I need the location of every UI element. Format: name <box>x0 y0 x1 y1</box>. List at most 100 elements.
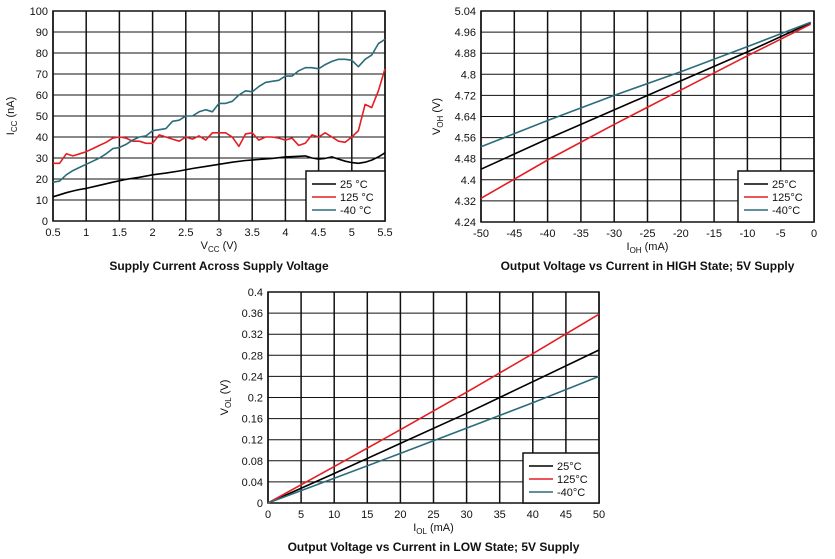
y-tick-label: 4.96 <box>455 27 476 39</box>
y-tick-label: 4.32 <box>455 196 476 208</box>
y-tick-label: 0.12 <box>242 435 263 447</box>
x-tick-label: -35 <box>573 228 589 240</box>
series-line-3 <box>480 21 811 148</box>
y-axis-label-sub: CC <box>10 120 19 132</box>
y-tick-label: 20 <box>36 174 48 186</box>
x-tick-label: -20 <box>673 228 689 240</box>
y-tick-label: 50 <box>36 111 48 123</box>
plot-frame <box>480 10 815 223</box>
x-tick-label: -45 <box>506 228 522 240</box>
y-tick-label: 0 <box>42 216 48 228</box>
y-tick-label: 5.04 <box>455 6 476 18</box>
x-tick-label: -10 <box>739 228 755 240</box>
x-tick-label: 10 <box>328 509 340 521</box>
chart-title: Output Voltage vs Current in LOW State; … <box>288 540 580 554</box>
x-tick-label: 4 <box>282 227 288 239</box>
series-line-1 <box>267 349 600 504</box>
x-tick-label: 0 <box>811 228 817 240</box>
y-axis-label: ICC (nA) <box>5 97 19 135</box>
x-axis-label-main: I <box>627 241 630 253</box>
y-axis-label-unit: (nA) <box>5 97 17 121</box>
legend-label: 25°C <box>772 179 797 191</box>
y-tick-label: 80 <box>36 48 48 60</box>
x-tick-label: 5 <box>349 227 355 239</box>
legend-label: 125°C <box>772 192 803 204</box>
x-tick-label: 2 <box>150 227 156 239</box>
x-tick-label: -25 <box>640 228 656 240</box>
x-tick-label: 1.5 <box>112 227 127 239</box>
chart-2: -50 -45 -40 -35 -30 -25 -20 -15 -10 -5 04.244.324.… <box>431 6 817 273</box>
x-tick-label: 5 <box>298 509 304 521</box>
y-tick-label: 0 <box>257 498 263 510</box>
x-axis-label-unit: (mA) <box>427 522 454 534</box>
legend-box <box>522 452 600 504</box>
plot-frame <box>52 10 386 222</box>
y-axis-label-main: I <box>5 132 17 135</box>
x-axis-label-sub: OH <box>630 246 642 255</box>
x-tick-label: 3 <box>216 227 222 239</box>
x-axis-label-unit: (V) <box>220 240 238 252</box>
y-axis-label-unit: (V) <box>431 98 443 116</box>
x-tick-label: 3.5 <box>245 227 260 239</box>
legend-label: 125°C <box>557 474 588 486</box>
chart-3: 0 5 10 15 20 25 30 35 40 45 50 0 0.04 0.08 0.12 0.16 0.2… <box>219 287 605 554</box>
y-tick-label: 4.4 <box>461 175 476 187</box>
y-tick-label: 0.16 <box>242 414 263 426</box>
x-tick-label: 2.5 <box>178 227 193 239</box>
series-line-2 <box>53 68 386 165</box>
y-axis-label-main: V <box>431 127 443 135</box>
y-axis-label-main: V <box>219 407 231 415</box>
x-tick-label: 0.5 <box>45 227 60 239</box>
x-tick-label: 50 <box>593 509 605 521</box>
x-tick-label: -40 <box>540 228 556 240</box>
x-tick-label: 40 <box>527 509 539 521</box>
y-axis-label-sub: OL <box>224 397 233 408</box>
chart-title: Supply Current Across Supply Voltage <box>109 259 329 273</box>
y-tick-label: 4.8 <box>461 69 476 81</box>
x-axis-label-sub: CC <box>208 245 220 254</box>
chart-1: 0.5 1 1.5 2 2.5 3 3.5 4 4.5 5 5.5 0 10 20 30 40 50 60 70 80… <box>5 6 393 273</box>
y-tick-label: 40 <box>36 132 48 144</box>
y-tick-label: 100 <box>30 6 48 18</box>
legend-label: 25°C <box>557 461 582 473</box>
x-tick-label: 1 <box>83 227 89 239</box>
x-axis-label-main: I <box>413 522 416 534</box>
y-axis-label: VOH (V) <box>431 98 445 135</box>
x-tick-label: 15 <box>361 509 373 521</box>
legend-label: -40°C <box>557 487 585 499</box>
y-tick-label: 4.56 <box>455 133 476 145</box>
series-line-3 <box>267 375 600 504</box>
x-tick-label: 25 <box>427 509 439 521</box>
y-tick-label: 0.36 <box>242 308 263 320</box>
y-tick-label: 4.64 <box>455 112 476 124</box>
series-line-3 <box>52 38 386 183</box>
y-tick-label: 0.04 <box>242 477 263 489</box>
legend-label: 25 °C <box>340 179 368 191</box>
x-axis-label-unit: (mA) <box>642 241 669 253</box>
y-tick-label: 4.48 <box>455 154 476 166</box>
series-line-2 <box>480 23 812 199</box>
legend-box <box>305 170 386 222</box>
y-tick-label: 90 <box>36 27 48 39</box>
series-line-1 <box>480 22 812 170</box>
x-tick-label: 5.5 <box>377 227 392 239</box>
y-axis-label: VOL (V) <box>219 380 233 416</box>
legend-label: -40°C <box>772 205 800 217</box>
y-tick-label: 0.32 <box>242 329 263 341</box>
x-tick-label: -50 <box>473 228 489 240</box>
legend-label: 125 °C <box>340 192 374 204</box>
x-tick-label: 0 <box>265 509 271 521</box>
x-axis-label: IOH (mA) <box>627 241 669 255</box>
x-tick-label: 35 <box>494 509 506 521</box>
x-tick-label: 4.5 <box>311 227 326 239</box>
x-axis-label-main: V <box>201 240 209 252</box>
x-tick-label: -15 <box>706 228 722 240</box>
y-axis-label-sub: OH <box>436 115 445 127</box>
plot-frame <box>267 291 600 504</box>
y-tick-label: 70 <box>36 69 48 81</box>
x-tick-label: 30 <box>460 509 472 521</box>
x-axis-label-sub: OL <box>416 527 427 536</box>
series-line-2 <box>267 313 600 504</box>
